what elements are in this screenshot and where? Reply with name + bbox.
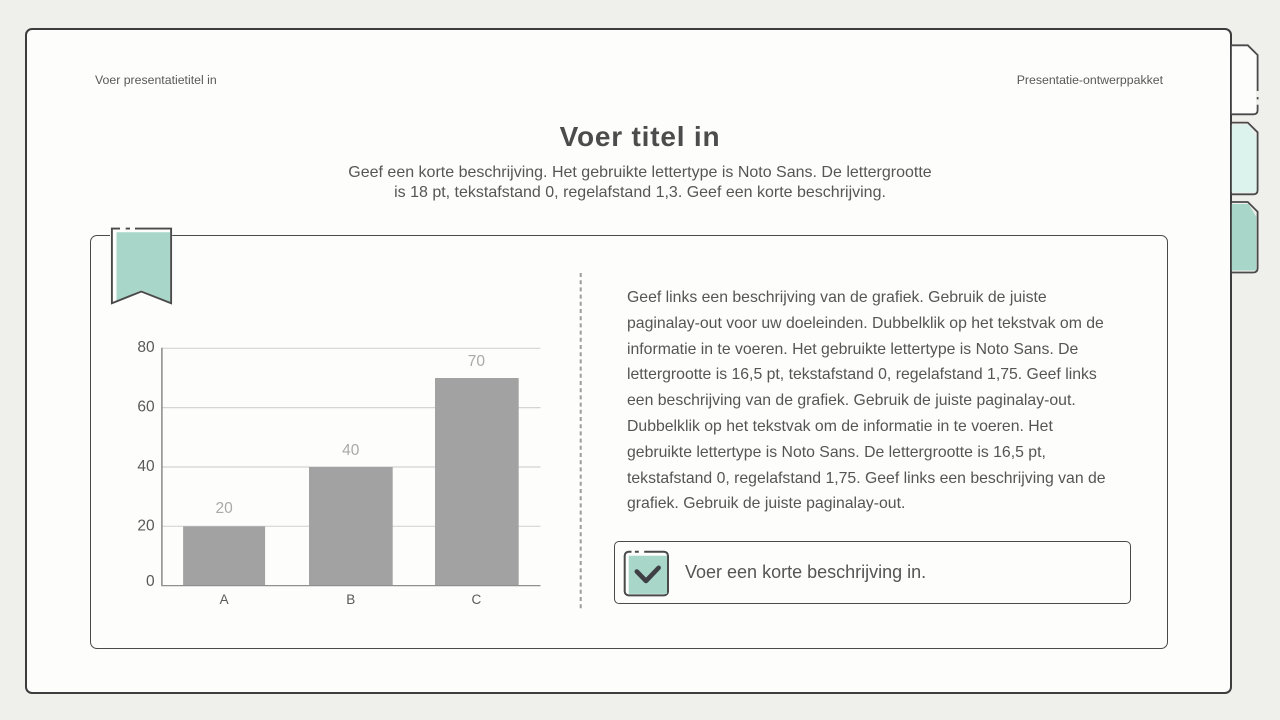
- svg-text:A: A: [220, 592, 229, 607]
- svg-text:C: C: [472, 592, 482, 607]
- svg-text:20: 20: [215, 500, 233, 517]
- svg-text:40: 40: [137, 458, 155, 475]
- svg-text:B: B: [346, 592, 355, 607]
- svg-text:40: 40: [342, 442, 360, 459]
- svg-text:80: 80: [137, 339, 155, 356]
- svg-text:60: 60: [137, 398, 155, 415]
- svg-text:70: 70: [468, 353, 486, 370]
- svg-text:20: 20: [137, 517, 155, 534]
- svg-text:0: 0: [146, 573, 155, 590]
